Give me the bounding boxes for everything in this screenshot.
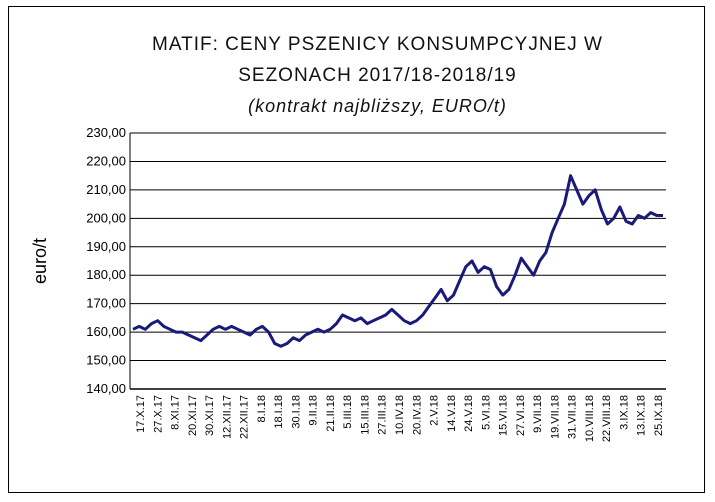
x-tick-label: 5.VI.18 bbox=[480, 395, 492, 430]
chart-frame bbox=[8, 6, 705, 493]
y-tick-label: 200,00 bbox=[86, 210, 126, 225]
x-tick-label: 27.VI.18 bbox=[515, 395, 527, 436]
x-tick-label: 25.IX.18 bbox=[653, 395, 665, 436]
y-tick-label: 210,00 bbox=[86, 182, 126, 197]
y-axis-label: euro/t bbox=[30, 238, 50, 284]
x-tick-label: 30.XI.17 bbox=[204, 395, 216, 436]
y-tick-label: 160,00 bbox=[86, 324, 126, 339]
x-tick-label: 5.III.18 bbox=[342, 395, 354, 429]
x-tick-label: 30.I.18 bbox=[290, 395, 302, 429]
x-tick-label: 24.V.18 bbox=[463, 395, 475, 432]
x-tick-label: 17.X.17 bbox=[135, 395, 147, 433]
x-tick-label: 8.I.18 bbox=[256, 395, 268, 423]
y-tick-label: 140,00 bbox=[86, 381, 126, 396]
x-tick-label: 3.IX.18 bbox=[618, 395, 630, 430]
grid-lines bbox=[129, 132, 666, 390]
x-tick-label: 14.V.18 bbox=[446, 395, 458, 432]
chart-subtitle: (kontrakt najbliższy, EURO/t) bbox=[248, 96, 507, 116]
x-tick-label: 9.II.18 bbox=[308, 395, 320, 426]
y-tick-label: 190,00 bbox=[86, 239, 126, 254]
x-tick-label: 22.VIII.18 bbox=[601, 395, 613, 442]
x-tick-label: 12.XII.17 bbox=[221, 395, 233, 439]
series-line bbox=[132, 174, 663, 348]
x-tick-label: 8.XI.17 bbox=[170, 395, 182, 430]
x-tick-label: 20.IV.18 bbox=[411, 395, 423, 435]
x-tick-label: 2.V.18 bbox=[429, 395, 441, 426]
y-tick-label: 150,00 bbox=[86, 353, 126, 368]
x-tick-label: 10.IV.18 bbox=[394, 395, 406, 435]
x-tick-label: 9.VII.18 bbox=[532, 395, 544, 433]
series-group bbox=[132, 174, 663, 348]
y-tick-label: 170,00 bbox=[86, 296, 126, 311]
y-tick-labels: 230,00 220,00 210,00 200,00 190,00 180,00 170,… bbox=[86, 125, 126, 396]
x-tick-label: 18.I.18 bbox=[273, 395, 285, 429]
x-tick-labels: 17.X.17 27.X.17 8.XI.17 20.XI.17 30.XI.17 12.… bbox=[135, 395, 665, 442]
x-tick-label: 13.IX.18 bbox=[636, 395, 648, 436]
x-tick-label: 27.X.17 bbox=[152, 395, 164, 433]
x-tick-label: 21.II.18 bbox=[325, 395, 337, 432]
x-tick-label: 19.VII.18 bbox=[549, 395, 561, 439]
x-tick-label: 27.III.18 bbox=[377, 395, 389, 435]
x-tick-label: 22.XII.17 bbox=[239, 395, 251, 439]
y-tick-label: 180,00 bbox=[86, 267, 126, 282]
x-tick-label: 15.VI.18 bbox=[498, 395, 510, 436]
chart-title-line2: SEZONACH 2017/18-2018/19 bbox=[238, 65, 517, 86]
x-tick-label: 10.VIII.18 bbox=[584, 395, 596, 442]
x-tick-label: 15.III.18 bbox=[359, 395, 371, 435]
chart-title: MATIF: CENY PSZENICY KONSUMPCYJNEJ W bbox=[152, 34, 603, 55]
y-tick-label: 220,00 bbox=[86, 153, 126, 168]
y-tick-label: 230,00 bbox=[86, 125, 126, 140]
x-tick-label: 31.VII.18 bbox=[567, 395, 579, 439]
x-tick-label: 20.XI.17 bbox=[187, 395, 199, 436]
